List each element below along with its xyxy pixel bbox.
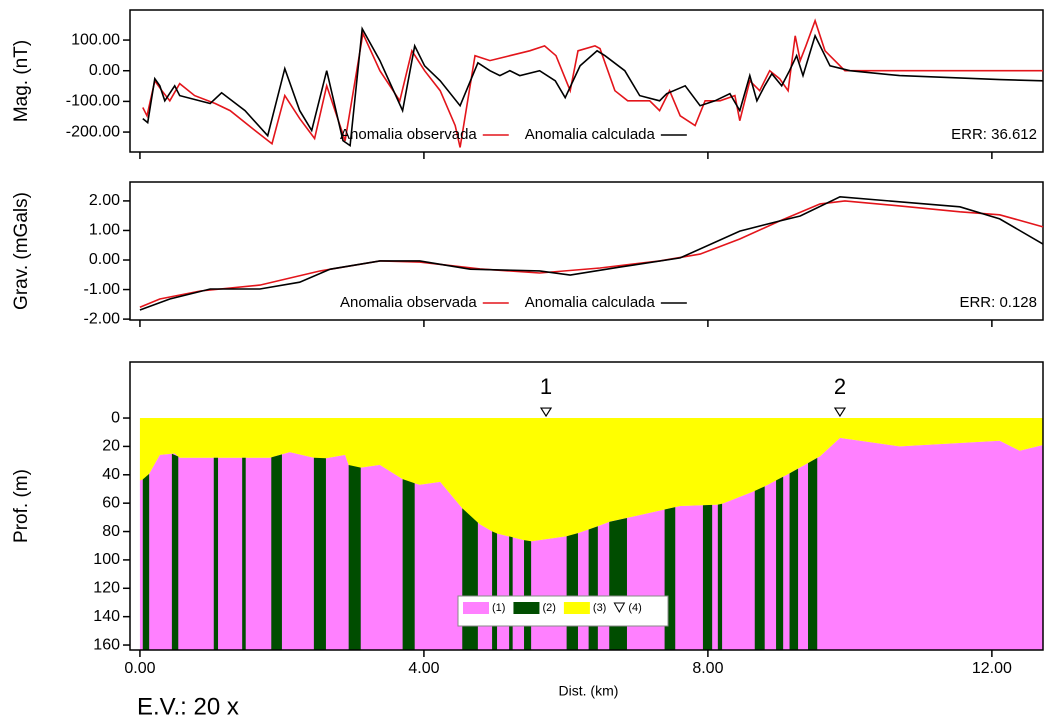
dike [271, 454, 282, 650]
station-label: 1 [540, 374, 552, 399]
y-tick-label: 100 [93, 551, 120, 568]
dike [462, 508, 478, 650]
y-tick-label: 140 [93, 608, 120, 625]
y-axis-title: Mag. (nT) [11, 40, 32, 122]
legend-label: (1) [492, 602, 505, 614]
x-axis-title: Dist. (km) [559, 683, 619, 699]
legend-label: Anomalia observada [340, 126, 477, 143]
dike [492, 531, 497, 650]
x-tick-label: 0.00 [124, 660, 155, 677]
dike [242, 458, 246, 650]
y-tick-label: 0.00 [89, 251, 120, 268]
legend-label: (2) [542, 602, 555, 614]
station-marker [541, 408, 551, 416]
error-label: ERR: 0.128 [959, 294, 1037, 311]
y-tick-label: 0 [111, 409, 120, 426]
legend: (1) (2) (3) (4) [458, 596, 668, 626]
dike [172, 454, 178, 650]
legend-label: (4) [628, 602, 641, 614]
legend-label: Anomalia calculada [525, 294, 656, 311]
legend-swatch [513, 602, 539, 614]
y-tick-label: -2.00 [84, 310, 121, 327]
y-tick-label: 40 [102, 466, 120, 483]
x-tick-label: 4.00 [408, 660, 439, 677]
dike [776, 477, 783, 650]
dike [524, 540, 531, 650]
legend-label: Anomalia observada [340, 294, 477, 311]
y-tick-label: -1.00 [84, 281, 121, 298]
y-tick-label: 120 [93, 580, 120, 597]
y-tick-label: 0.00 [89, 62, 120, 79]
y-axis-title: Grav. (mGals) [11, 192, 32, 310]
dike [718, 504, 722, 650]
dike [665, 507, 676, 650]
y-tick-label: 100.00 [71, 31, 120, 48]
y-tick-label: 2.00 [89, 192, 120, 209]
dike [403, 479, 415, 650]
dike [755, 486, 765, 650]
y-tick-label: 80 [102, 523, 120, 540]
dike [314, 458, 326, 650]
y-tick-label: 20 [102, 438, 120, 455]
dike [214, 458, 218, 650]
dike [790, 469, 799, 650]
legend-label: (3) [593, 602, 606, 614]
legend-swatch [564, 602, 590, 614]
vertical-exaggeration: E.V.: 20 x [137, 693, 239, 720]
station-label: 2 [834, 374, 846, 399]
y-axis-title: Prof. (m) [11, 469, 32, 543]
dike [143, 474, 149, 650]
dike [609, 518, 627, 650]
figure: 100.000.00-100.00-200.00Mag. (nT)Anomali… [0, 0, 1046, 720]
data-line [140, 201, 1043, 307]
dike [589, 526, 598, 650]
station-marker [835, 408, 845, 416]
y-tick-label: -100.00 [66, 93, 120, 110]
y-tick-label: -200.00 [66, 123, 120, 140]
x-tick-label: 12.00 [972, 660, 1012, 677]
error-label: ERR: 36.612 [951, 126, 1037, 143]
legend-swatch [463, 602, 489, 614]
dike [349, 465, 361, 650]
y-tick-label: 160 [93, 636, 120, 653]
dike [567, 533, 578, 650]
dike [808, 458, 817, 650]
dike [703, 505, 712, 650]
dike [509, 536, 513, 650]
x-tick-label: 8.00 [692, 660, 723, 677]
y-tick-label: 60 [102, 494, 120, 511]
legend-label: Anomalia calculada [525, 126, 656, 143]
y-tick-label: 1.00 [89, 222, 120, 239]
